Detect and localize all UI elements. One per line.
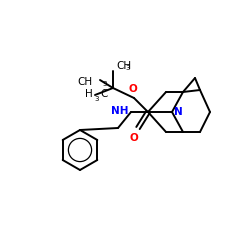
Text: O: O: [128, 84, 138, 94]
Text: NH: NH: [112, 106, 129, 116]
Text: H: H: [85, 89, 93, 99]
Text: O: O: [130, 133, 138, 143]
Text: C: C: [100, 89, 108, 99]
Text: CH: CH: [78, 77, 93, 87]
Text: 3: 3: [102, 81, 106, 87]
Text: 3: 3: [94, 96, 98, 102]
Text: CH: CH: [116, 61, 131, 71]
Text: N: N: [174, 107, 183, 117]
Text: 3: 3: [125, 65, 130, 71]
